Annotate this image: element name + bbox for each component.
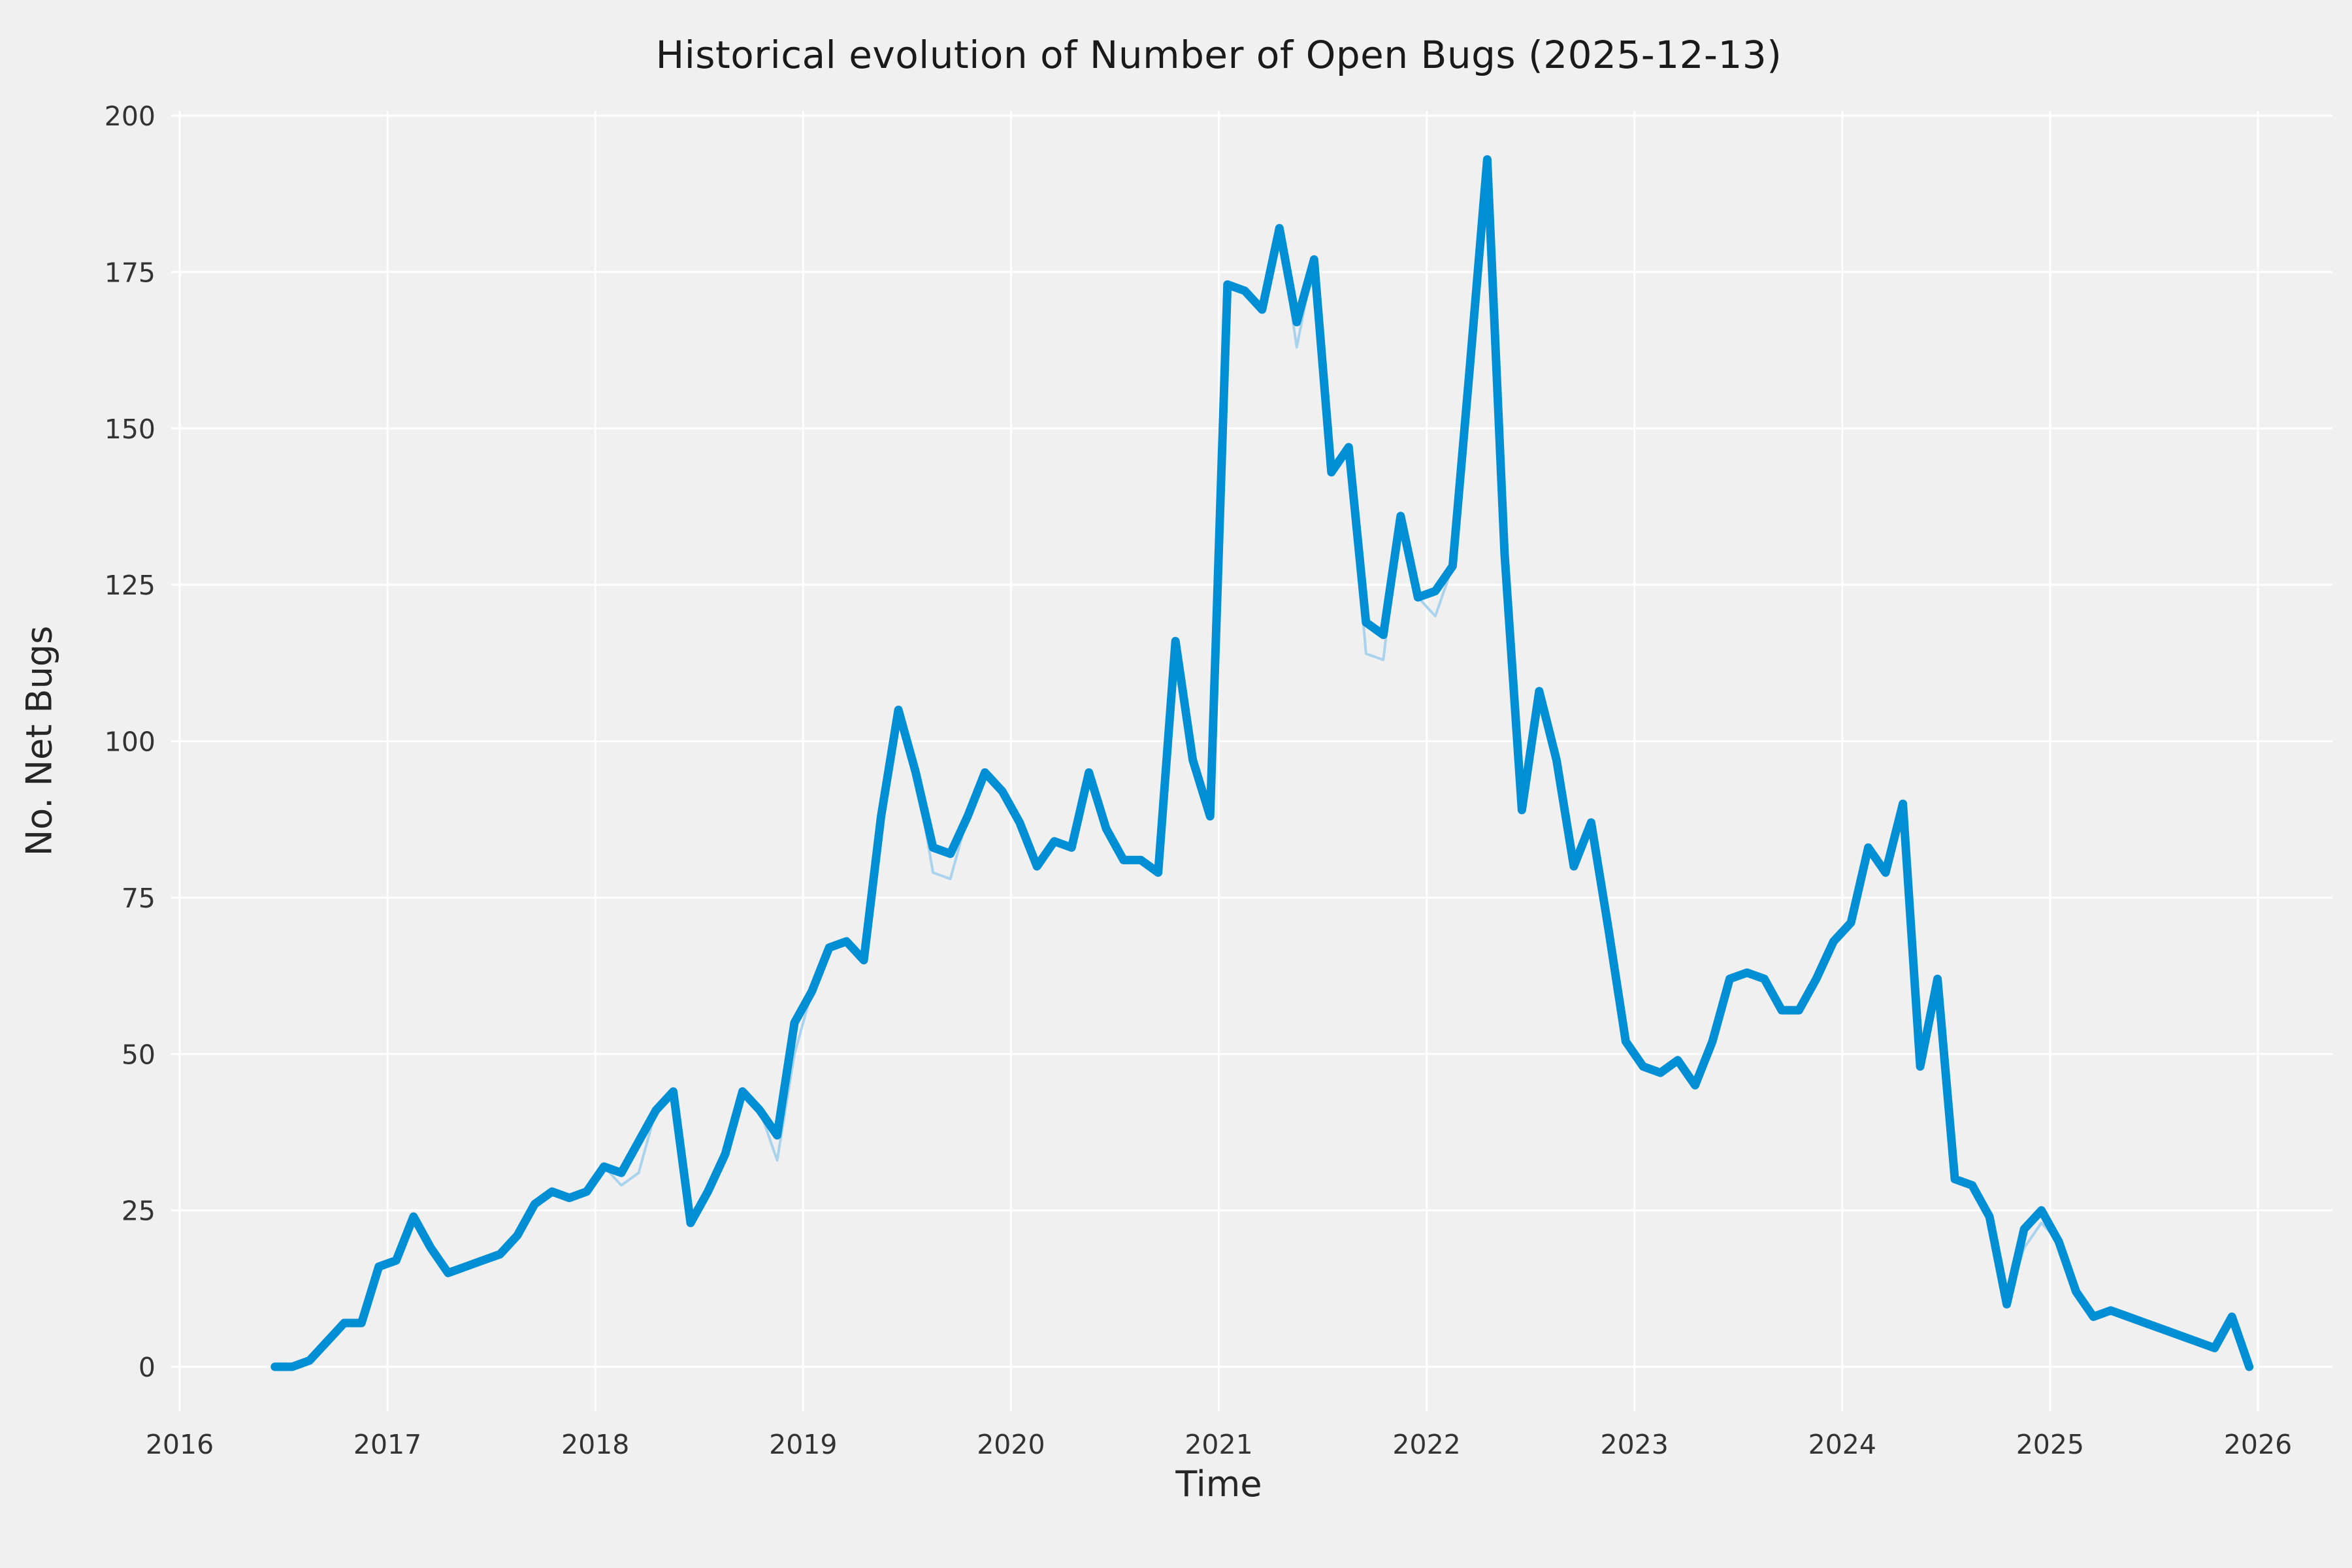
x-tick-label: 2017 xyxy=(353,1429,421,1460)
y-tick-label: 100 xyxy=(105,727,155,758)
y-tick-label: 175 xyxy=(105,257,155,288)
x-tick-label: 2023 xyxy=(1601,1429,1669,1460)
x-tick-label: 2022 xyxy=(1392,1429,1460,1460)
y-tick-label: 25 xyxy=(122,1196,155,1227)
x-axis-label: Time xyxy=(1175,1463,1262,1505)
y-tick-label: 75 xyxy=(122,883,155,914)
y-axis-label: No. Net Bugs xyxy=(18,625,60,857)
x-tick-label: 2016 xyxy=(146,1429,214,1460)
y-tick-label: 200 xyxy=(105,101,155,132)
series-line-open-bugs-raw xyxy=(273,158,2251,1368)
y-tick-label: 150 xyxy=(105,414,155,445)
series-line-open-bugs xyxy=(270,155,2254,1371)
x-tick-label: 2024 xyxy=(1808,1429,1876,1460)
x-tick-label: 2018 xyxy=(561,1429,629,1460)
x-tick-label: 2025 xyxy=(2016,1429,2084,1460)
chart-title: Historical evolution of Number of Open B… xyxy=(655,33,1782,77)
y-tick-label: 0 xyxy=(139,1352,155,1383)
y-tick-label: 125 xyxy=(105,570,155,601)
x-tick-label: 2019 xyxy=(769,1429,837,1460)
y-tick-label: 50 xyxy=(122,1039,155,1070)
x-tick-label: 2026 xyxy=(2224,1429,2292,1460)
x-tick-label: 2021 xyxy=(1184,1429,1252,1460)
x-tick-label: 2020 xyxy=(977,1429,1045,1460)
